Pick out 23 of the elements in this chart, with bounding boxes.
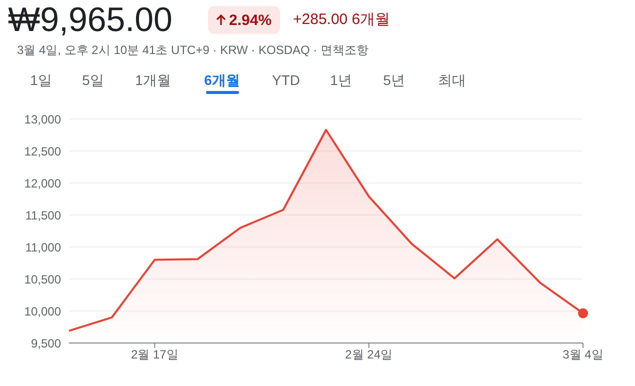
text: YTD bbox=[271, 72, 301, 88]
text: 5년 bbox=[382, 72, 406, 90]
x-tick-label: 2월 24일 bbox=[345, 348, 393, 362]
y-tick-label: 11,000 bbox=[25, 240, 62, 254]
y-tick-label: 9,500 bbox=[30, 336, 62, 350]
text: 1일 bbox=[29, 72, 53, 90]
text: 6개월 bbox=[203, 72, 241, 90]
y-tick-label: 13,000 bbox=[24, 112, 62, 126]
y-tick-label: 10,000 bbox=[24, 304, 62, 318]
text: 1개월 bbox=[134, 72, 172, 90]
y-tick-label: 10,500 bbox=[24, 272, 62, 286]
text: 2.94% bbox=[229, 12, 272, 28]
text: 5일 bbox=[81, 72, 105, 90]
text: 1년 bbox=[329, 72, 353, 90]
y-tick-label: 12,500 bbox=[24, 144, 62, 158]
x-tick-label: 2월 17일 bbox=[130, 348, 178, 362]
chart-subtitle: 3월 4일, 오후 2시 10분 41초 UTC+9 · KRW · KOSDAQ · 면책조항 bbox=[17, 42, 369, 59]
y-tick-label: 11,500 bbox=[25, 208, 62, 222]
text: +285.00 6개월 bbox=[293, 10, 390, 29]
x-tick-label: 3월 4일 bbox=[562, 348, 604, 362]
y-tick-label: 12,000 bbox=[24, 176, 62, 190]
text: 최대 bbox=[437, 72, 467, 90]
chart-title: ₩9,965.00 bbox=[8, 0, 172, 40]
